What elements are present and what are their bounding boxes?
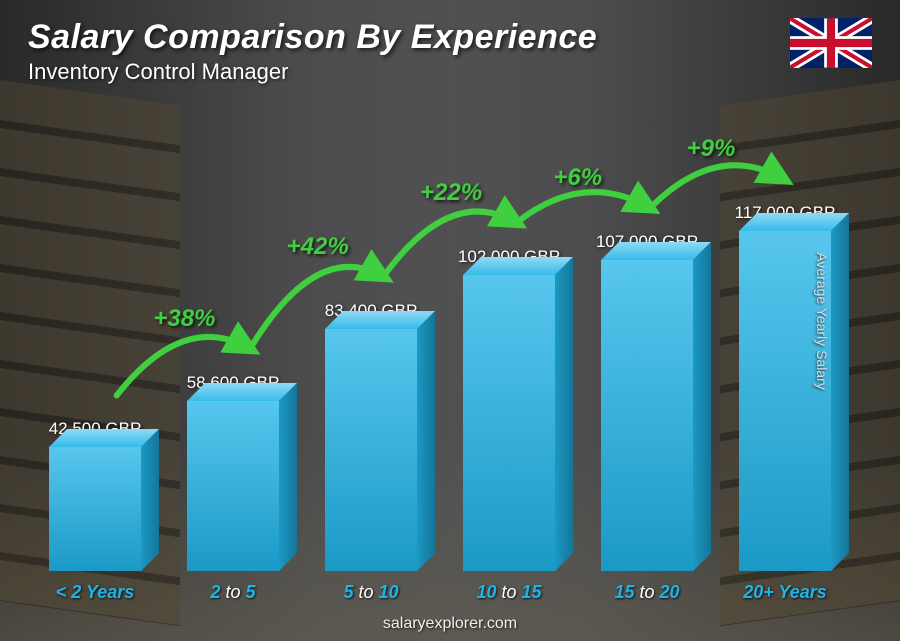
bar-3d <box>49 447 141 571</box>
x-axis-label: 2 to 5 <box>178 582 288 603</box>
bar-3d <box>325 329 417 571</box>
header: Salary Comparison By Experience Inventor… <box>28 18 872 85</box>
x-axis-label: 10 to 15 <box>454 582 564 603</box>
bar-side-face <box>555 257 573 571</box>
bar-front-face <box>325 329 417 571</box>
bar-side-face <box>831 213 849 571</box>
x-axis: < 2 Years 2 to 5 5 to 10 10 to 15 15 to 20 20… <box>40 582 840 603</box>
bar-slot: 83,400 GBP <box>316 301 426 571</box>
bar-slot: 107,000 GBP <box>592 232 702 571</box>
uk-flag-icon <box>790 18 872 68</box>
bar-front-face <box>601 260 693 571</box>
bar-chart: 42,500 GBP 58,600 GBP 83,400 GBP 102,000 GB… <box>40 130 840 571</box>
footer-attribution: salaryexplorer.com <box>0 615 900 633</box>
bar-3d <box>601 260 693 571</box>
bar-front-face <box>49 447 141 571</box>
x-axis-label: < 2 Years <box>40 582 150 603</box>
chart-subtitle: Inventory Control Manager <box>28 59 872 85</box>
x-axis-label: 20+ Years <box>730 582 840 603</box>
bar-side-face <box>279 383 297 571</box>
y-axis-label: Average Yearly Salary <box>813 252 829 390</box>
bar-side-face <box>141 429 159 571</box>
bar-side-face <box>417 311 435 571</box>
x-axis-label: 15 to 20 <box>592 582 702 603</box>
bars-container: 42,500 GBP 58,600 GBP 83,400 GBP 102,000 GB… <box>40 130 840 571</box>
chart-title: Salary Comparison By Experience <box>28 18 872 57</box>
bar-3d <box>187 401 279 571</box>
bar-front-face <box>187 401 279 571</box>
bar-3d <box>463 275 555 571</box>
bar-slot: 42,500 GBP <box>40 419 150 571</box>
bar-front-face <box>463 275 555 571</box>
bar-slot: 58,600 GBP <box>178 373 288 571</box>
bar-side-face <box>693 242 711 571</box>
bar-slot: 102,000 GBP <box>454 247 564 571</box>
x-axis-label: 5 to 10 <box>316 582 426 603</box>
